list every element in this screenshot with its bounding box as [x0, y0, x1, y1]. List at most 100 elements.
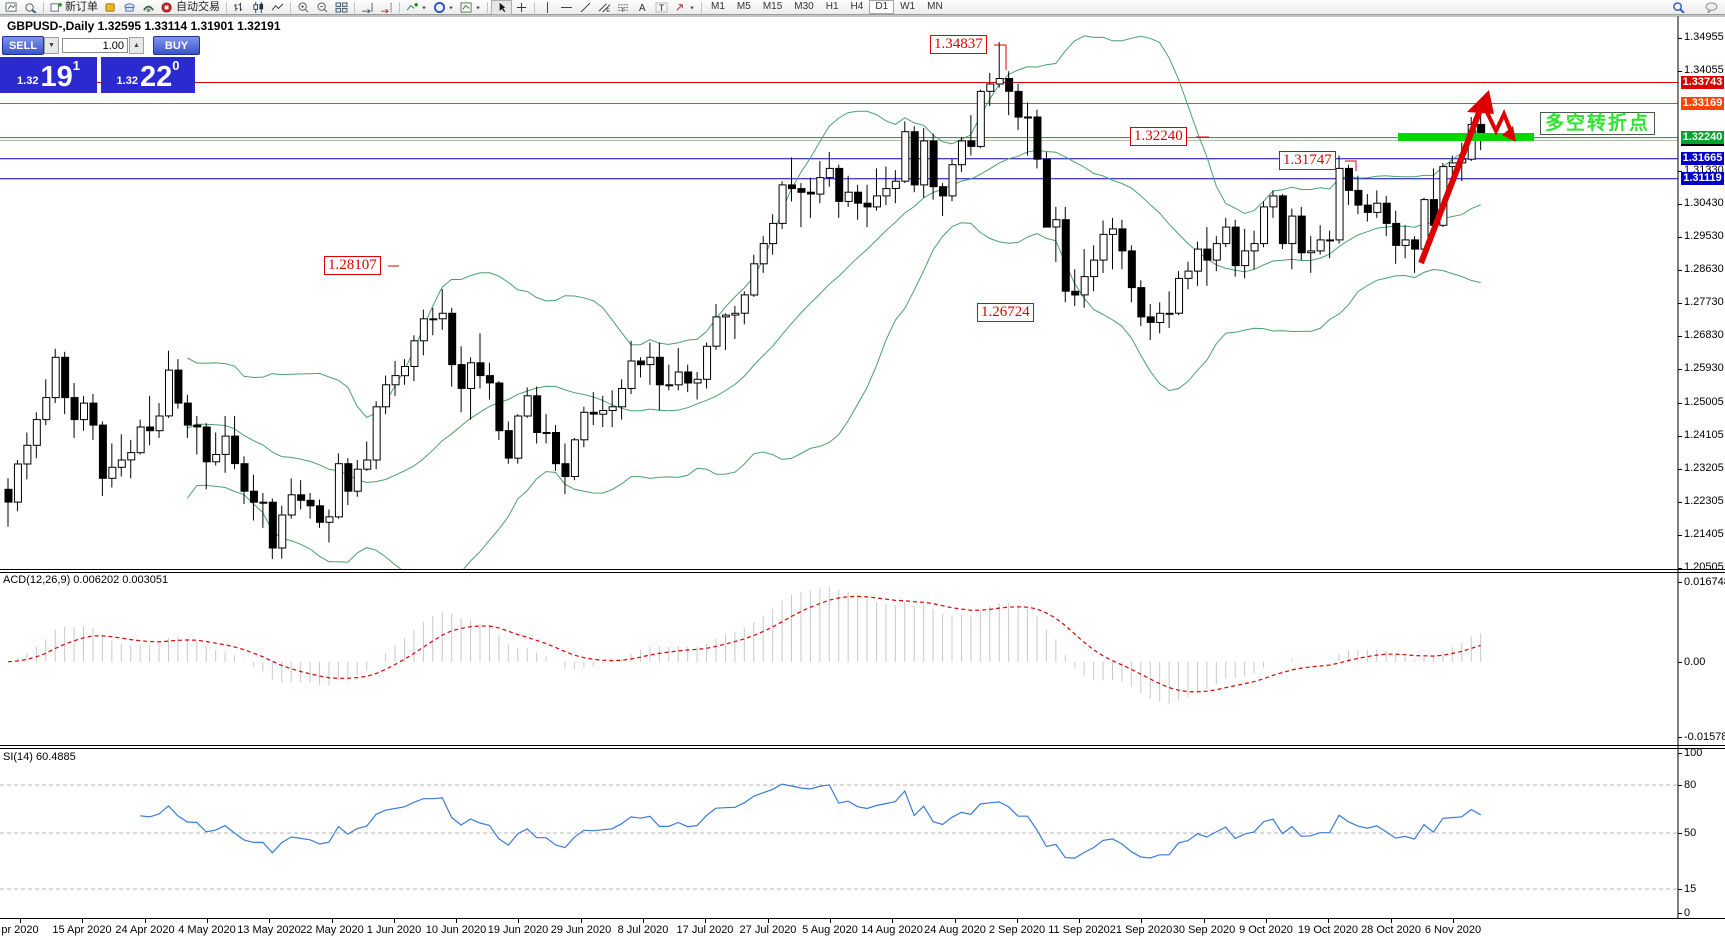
chart-shift-icon[interactable] — [377, 1, 396, 14]
toolbar-separator — [487, 1, 488, 13]
highlight-bar[interactable] — [1398, 133, 1534, 141]
price-axis-tick — [1678, 237, 1682, 238]
data-window-icon[interactable] — [120, 1, 139, 14]
trendline-icon[interactable] — [576, 1, 595, 14]
price-badge: 1.32240 — [1681, 131, 1724, 144]
cursor-icon[interactable] — [491, 0, 512, 15]
zoom-in-icon[interactable] — [294, 1, 313, 14]
date-axis-tick — [1079, 919, 1080, 923]
price-annotation[interactable]: 1.32240 — [1130, 127, 1187, 146]
timeframe-m5[interactable]: M5 — [736, 1, 751, 12]
crosshair-icon[interactable] — [512, 1, 531, 14]
date-axis-label: 1 Jun 2020 — [366, 924, 422, 936]
text-icon[interactable]: A — [633, 1, 652, 14]
date-axis-label: 27 Jul 2020 — [739, 924, 797, 936]
fibonacci-icon[interactable]: F — [614, 1, 633, 14]
price-axis-label: 1.22305 — [1684, 495, 1724, 507]
price-axis-tick — [1678, 535, 1682, 536]
date-axis-tick — [456, 919, 457, 923]
horizontal-line-icon[interactable] — [557, 1, 576, 14]
date-axis-tick — [1328, 919, 1329, 923]
sell-button[interactable]: SELL — [2, 36, 44, 55]
tile-windows-icon[interactable] — [332, 1, 351, 14]
toolbar-separator — [43, 1, 44, 13]
bid-price-tile[interactable]: 1.32 19 1 — [0, 57, 97, 93]
timeframe-h1[interactable]: H1 — [825, 1, 839, 12]
price-annotation[interactable]: 1.28107 — [324, 256, 381, 275]
search-icon[interactable] — [1669, 1, 1688, 14]
macd-axis-tick — [1678, 737, 1682, 738]
rsi-axis-label: 100 — [1684, 747, 1703, 759]
chat-icon[interactable] — [1702, 1, 1721, 14]
annotation-note[interactable]: 多空转折点 — [1540, 112, 1656, 135]
trend-arrow[interactable] — [1418, 90, 1516, 265]
price-axis-label: 1.29530 — [1684, 230, 1724, 242]
autotrading-button[interactable]: 自动交易 — [158, 1, 223, 14]
date-axis-label: 28 Oct 2020 — [1361, 924, 1421, 936]
price-annotation[interactable]: 1.34837 — [930, 35, 987, 54]
timeframe-m15[interactable]: M15 — [762, 1, 783, 12]
macd-axis-label: 0.016748 — [1684, 576, 1725, 588]
vertical-line-icon[interactable] — [538, 1, 557, 14]
line-chart-icon[interactable] — [268, 1, 287, 14]
bar-chart-icon[interactable] — [230, 1, 249, 14]
auto-scroll-icon[interactable] — [358, 1, 377, 14]
timeframe-d1[interactable]: D1 — [869, 0, 895, 14]
timeframe-m30[interactable]: M30 — [794, 1, 814, 12]
price-annotation[interactable]: 1.26724 — [977, 303, 1034, 322]
timeframe-w1[interactable]: W1 — [900, 1, 916, 12]
timeframe-h4[interactable]: H4 — [850, 1, 864, 12]
date-axis-label: 10 Jun 2020 — [425, 924, 487, 936]
date-axis-tick — [1391, 919, 1392, 923]
timeframe-mn[interactable]: MN — [927, 1, 943, 12]
arrows-tool-icon[interactable] — [671, 1, 698, 14]
toolbar-separator — [534, 1, 535, 13]
date-axis-label: 6 Nov 2020 — [1424, 924, 1482, 936]
ask-price-tile[interactable]: 1.32 22 0 — [101, 57, 195, 93]
market-watch-icon[interactable] — [101, 1, 120, 14]
date-axis-label: 5 Aug 2020 — [802, 924, 858, 936]
rsi-axis-tick — [1678, 785, 1682, 786]
new-chart-icon[interactable] — [2, 1, 21, 14]
indicators-icon[interactable] — [403, 1, 430, 14]
period-icon[interactable] — [430, 1, 457, 14]
zoom-out-icon[interactable] — [313, 1, 332, 14]
timeframe-m1[interactable]: M1 — [711, 1, 725, 12]
volume-input[interactable] — [62, 38, 128, 53]
price-badge: 1.31665 — [1681, 152, 1724, 165]
ask-point: 0 — [172, 58, 180, 73]
price-axis-tick — [1678, 270, 1682, 271]
navigator-icon[interactable] — [139, 1, 158, 14]
pane-separator[interactable] — [0, 569, 1725, 570]
price-axis-label: 1.21405 — [1684, 528, 1724, 540]
date-axis-tick — [705, 919, 706, 923]
text-label-icon[interactable]: T — [652, 1, 671, 14]
rsi-axis-label: 50 — [1684, 827, 1697, 839]
price-annotation[interactable]: 1.31747 — [1279, 151, 1336, 170]
price-axis-tick — [1678, 171, 1682, 172]
price-axis-label: 1.28630 — [1684, 263, 1724, 275]
new-order-button[interactable]: 新订单 — [47, 1, 101, 14]
date-axis-label: 19 Oct 2020 — [1298, 924, 1358, 936]
date-axis-tick — [518, 919, 519, 923]
one-click-trading: SELL ▼ ▲ BUY 1.32 19 1 1.32 22 0 — [0, 36, 200, 93]
pane-separator[interactable] — [0, 745, 1725, 746]
price-badge: 1.33169 — [1681, 97, 1724, 110]
buy-button[interactable]: BUY — [153, 36, 200, 55]
rsi-label: SI(14) 60.4885 — [3, 751, 76, 763]
new-order-label: 新订单 — [65, 0, 98, 13]
price-axis-tick — [1678, 369, 1682, 370]
volume-up-button[interactable]: ▲ — [129, 37, 144, 54]
pane-separator[interactable] — [0, 748, 1725, 749]
date-axis-tick — [394, 919, 395, 923]
date-axis-label: 13 May 2020 — [237, 924, 301, 936]
profiles-icon[interactable] — [21, 1, 40, 14]
templates-icon[interactable] — [457, 1, 484, 14]
volume-down-button[interactable]: ▼ — [44, 37, 59, 54]
pane-separator[interactable] — [0, 572, 1725, 573]
price-axis-label: 1.23205 — [1684, 462, 1724, 474]
rsi-axis-label: 15 — [1684, 883, 1697, 895]
equidistant-channel-icon[interactable]: E — [595, 1, 614, 14]
candle-chart-icon[interactable] — [249, 1, 268, 14]
